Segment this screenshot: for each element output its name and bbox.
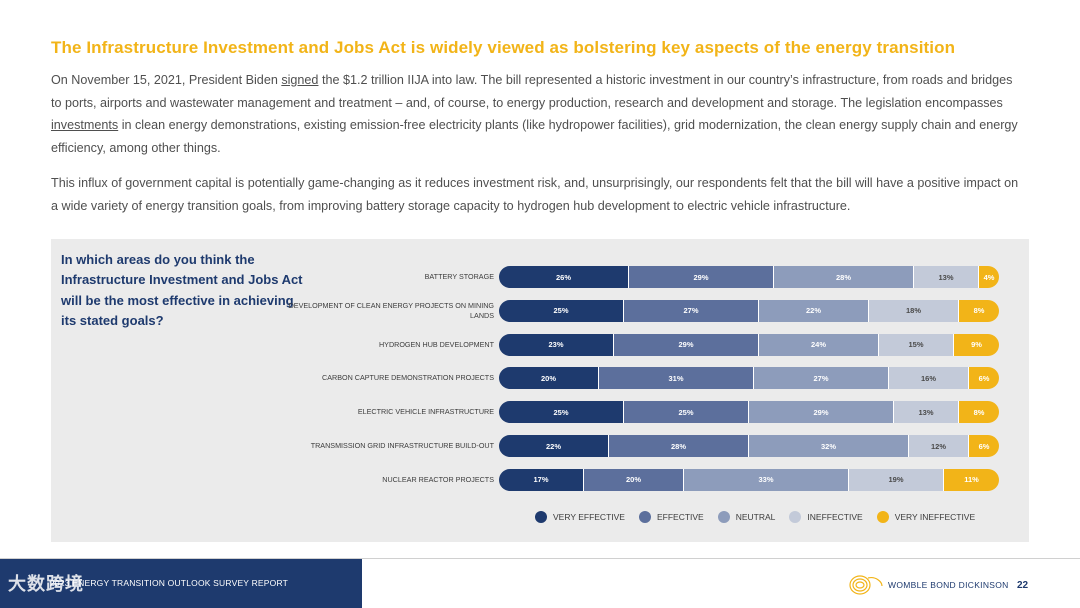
legend-dot-icon (717, 511, 730, 523)
category-label: TRANSMISSION GRID INFRASTRUCTURE BUILD-O… (310, 441, 494, 450)
second-paragraph: This influx of government capital is pot… (51, 176, 1019, 213)
intro-text-c: in clean energy demonstrations, existing… (51, 118, 1018, 155)
bar-segment-effective: 29% (614, 333, 759, 356)
brand-name: WOMBLE BOND DICKINSON (888, 580, 1009, 590)
bar-segment-very-effective: 25% (499, 401, 624, 424)
chart-legend: VERY EFFECTIVE EFFECTIVE NEUTRAL INEFFECTIV… (535, 511, 989, 523)
bar-segment-effective: 25% (624, 401, 749, 424)
intro-paragraph: On November 15, 2021, President Biden si… (51, 69, 1026, 159)
bar-segment-neutral: 24% (759, 333, 879, 356)
bar-segment-very-ineffective: 4% (979, 266, 999, 288)
bar-segment-very-ineffective: 8% (959, 299, 999, 322)
bar-segment-very-ineffective: 8% (959, 401, 999, 424)
stacked-bar: 23% 29% 24% 15% 9% (499, 333, 999, 356)
category-label: ELECTRIC VEHICLE INFRASTRUCTURE (357, 407, 494, 417)
brand-logo: WOMBLE BOND DICKINSON (848, 574, 1009, 596)
bar-segment-neutral: 22% (759, 299, 869, 322)
chart-question: In which areas do you think the Infrastr… (61, 252, 303, 328)
bar-segment-very-effective: 25% (499, 299, 624, 322)
intro-text-b: the $1.2 trillion IIJA into law. The bil… (51, 73, 1013, 110)
stacked-bar: 25% 25% 29% 13% 8% (499, 401, 999, 424)
stacked-bar: 22% 28% 32% 12% 6% (499, 435, 999, 457)
bar-segment-neutral: 28% (774, 266, 914, 288)
legend-item: INEFFECTIVE (789, 511, 863, 523)
legend-label: NEUTRAL (735, 512, 776, 522)
stacked-bar: 20% 31% 27% 16% 6% (499, 367, 999, 390)
page-number: 22 (1017, 580, 1029, 591)
signed-link[interactable]: signed (281, 73, 319, 87)
bar-segment-neutral: 32% (749, 435, 909, 457)
bar-segment-very-effective: 17% (499, 468, 584, 491)
bar-segment-very-ineffective: 11% (944, 468, 999, 491)
bar-segment-very-effective: 20% (499, 367, 599, 390)
bar-segment-neutral: 29% (749, 401, 894, 424)
legend-label: VERY EFFECTIVE (553, 512, 625, 522)
legend-item: VERY EFFECTIVE (535, 511, 625, 523)
page-heading: The Infrastructure Investment and Jobs A… (51, 38, 956, 57)
legend-dot-icon (876, 511, 889, 523)
legend-label: VERY INEFFECTIVE (894, 512, 976, 522)
category-label: NUCLEAR REACTOR PROJECTS (382, 474, 494, 484)
footer-divider (0, 558, 1080, 559)
legend-item: EFFECTIVE (638, 511, 704, 523)
bar-segment-ineffective: 19% (849, 468, 944, 491)
bar-segment-ineffective: 16% (889, 367, 969, 390)
bar-segment-ineffective: 12% (909, 435, 969, 457)
bar-segment-effective: 29% (629, 266, 774, 288)
bar-segment-effective: 31% (599, 367, 754, 390)
investments-link[interactable]: investments (51, 118, 119, 133)
legend-item: VERY INEFFECTIVE (876, 511, 976, 523)
chart-panel: In which areas do you think the Infrastr… (51, 239, 1029, 542)
bar-segment-very-ineffective: 6% (969, 367, 999, 390)
legend-label: EFFECTIVE (656, 512, 704, 522)
bar-segment-very-effective: 23% (499, 333, 614, 356)
bar-segment-very-effective: 22% (499, 435, 609, 457)
category-label: CARBON CAPTURE DEMONSTRATION PROJECTS (322, 373, 494, 383)
legend-dot-icon (789, 511, 802, 523)
bar-segment-ineffective: 15% (879, 333, 954, 356)
bar-segment-neutral: 33% (684, 468, 849, 491)
legend-dot-icon (638, 511, 651, 523)
legend-label: INEFFECTIVE (807, 512, 863, 522)
legend-item: NEUTRAL (717, 511, 776, 523)
bar-segment-neutral: 27% (754, 367, 889, 390)
bar-segment-very-ineffective: 9% (954, 333, 999, 356)
category-label: HYDROGEN HUB DEVELOPMENT (378, 339, 494, 349)
category-label: BATTERY STORAGE (424, 272, 494, 281)
legend-dot-icon (535, 511, 547, 523)
stacked-bar: 17% 20% 33% 19% 11% (499, 468, 999, 491)
bar-segment-ineffective: 13% (894, 401, 959, 424)
stacked-bar: 26% 29% 28% 13% 4% (499, 266, 999, 288)
bar-segment-effective: 20% (584, 468, 684, 491)
bar-segment-effective: 28% (609, 435, 749, 457)
category-label: DEVELOPMENT OF CLEAN ENERGY PROJECTS ON … (288, 300, 494, 320)
bar-segment-very-effective: 26% (499, 266, 629, 288)
brand-swirl-icon (849, 575, 883, 595)
bar-segment-very-ineffective: 6% (969, 435, 999, 457)
bar-segment-ineffective: 13% (914, 266, 979, 288)
report-title: 2023 ENERGY TRANSITION OUTLOOK SURVEY RE… (50, 578, 289, 588)
bar-segment-ineffective: 18% (869, 299, 959, 322)
footer-band: 2023 ENERGY TRANSITION OUTLOOK SURVEY RE… (0, 559, 362, 608)
watermark-text: 大数跨境 (8, 574, 84, 594)
intro-text-a: On November 15, 2021, President Biden (51, 73, 282, 87)
bar-segment-effective: 27% (624, 299, 759, 322)
stacked-bar: 25% 27% 22% 18% 8% (499, 299, 999, 322)
